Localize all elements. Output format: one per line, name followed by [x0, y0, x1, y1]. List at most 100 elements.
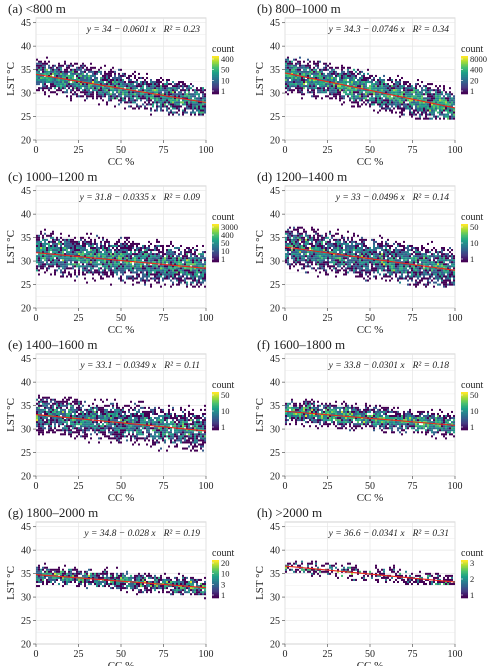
heatmap-cell [166, 99, 168, 101]
heatmap-cell [114, 251, 116, 253]
heatmap-cell [397, 83, 399, 85]
heatmap-cell [166, 278, 168, 280]
heatmap-cell [363, 81, 365, 83]
heatmap-cell [156, 101, 158, 103]
heatmap-cell [355, 249, 357, 251]
heatmap-cell [395, 83, 397, 85]
heatmap-cell [287, 251, 289, 253]
heatmap-cell [433, 269, 435, 271]
heatmap-cell [345, 91, 347, 93]
heatmap-cell [156, 97, 158, 99]
heatmap-cell [144, 251, 146, 253]
heatmap-cell [128, 278, 130, 280]
heatmap-cell [62, 239, 64, 241]
heatmap-cell [385, 103, 387, 105]
heatmap-cell [106, 93, 108, 95]
y-tick-label: 40 [21, 210, 31, 221]
heatmap-cell [427, 243, 429, 245]
heatmap-cell [355, 267, 357, 269]
heatmap-cell [44, 265, 46, 267]
heatmap-cell [40, 67, 42, 69]
heatmap-cell [134, 91, 136, 93]
heatmap-cell [98, 81, 100, 83]
heatmap-cell [383, 245, 385, 247]
heatmap-cell [142, 89, 144, 91]
heatmap-cell [409, 89, 411, 91]
heatmap-cell [116, 89, 118, 91]
heatmap-cell [120, 275, 122, 277]
heatmap-cell [383, 95, 385, 97]
heatmap-cell [68, 85, 70, 87]
heatmap-cell [367, 280, 369, 282]
heatmap-cell [449, 93, 451, 95]
heatmap-cell [120, 101, 122, 103]
heatmap-cell [343, 257, 345, 259]
heatmap-cell [182, 81, 184, 83]
heatmap-cell [188, 87, 190, 89]
heatmap-cell [50, 79, 52, 81]
heatmap-cell [399, 265, 401, 267]
heatmap-cell [415, 103, 417, 105]
heatmap-cell [188, 107, 190, 109]
heatmap-cell [66, 65, 68, 67]
heatmap-cell [198, 269, 200, 271]
heatmap-cell [84, 249, 86, 251]
heatmap-cell [64, 69, 66, 71]
heatmap-cell [309, 243, 311, 245]
heatmap-cell [377, 87, 379, 89]
heatmap-cell [94, 71, 96, 73]
heatmap-cell [349, 83, 351, 85]
heatmap-cell [114, 79, 116, 81]
heatmap-cell [124, 101, 126, 103]
heatmap-cell [72, 69, 74, 71]
heatmap-cell [186, 259, 188, 261]
heatmap-cell [38, 81, 40, 83]
heatmap-cell [403, 269, 405, 271]
heatmap-cell [315, 255, 317, 257]
heatmap-cell [94, 249, 96, 251]
heatmap-cell [52, 263, 54, 265]
heatmap-cell [415, 269, 417, 271]
heatmap-cell [351, 267, 353, 269]
heatmap-cell [168, 93, 170, 95]
heatmap-cell [166, 89, 168, 91]
heatmap-cell [327, 83, 329, 85]
heatmap-cell [150, 81, 152, 83]
heatmap-cell [162, 259, 164, 261]
heatmap-cell [72, 81, 74, 83]
heatmap-cell [389, 249, 391, 251]
heatmap-cell [451, 249, 453, 251]
heatmap-cell [144, 273, 146, 275]
heatmap-cell [407, 247, 409, 249]
heatmap-cell [140, 247, 142, 249]
heatmap-cell [76, 89, 78, 91]
heatmap-cell [86, 265, 88, 267]
heatmap-cell [118, 93, 120, 95]
heatmap-cell [393, 251, 395, 253]
heatmap-cell [48, 73, 50, 75]
heatmap-cell [76, 253, 78, 255]
heatmap-cell [122, 97, 124, 99]
heatmap-cell [36, 79, 38, 81]
heatmap-cell [397, 245, 399, 247]
heatmap-cell [375, 89, 377, 91]
heatmap-cell [303, 247, 305, 249]
heatmap-cell [415, 85, 417, 87]
heatmap-cell [160, 101, 162, 103]
heatmap-cell [76, 93, 78, 95]
x-tick-label: 0 [34, 145, 39, 156]
heatmap-cell [317, 235, 319, 237]
heatmap-cell [335, 257, 337, 259]
heatmap-cell [104, 79, 106, 81]
heatmap-cell [369, 253, 371, 255]
heatmap-cell [102, 89, 104, 91]
heatmap-cell [419, 267, 421, 269]
heatmap-cell [441, 255, 443, 257]
heatmap-cell [443, 95, 445, 97]
heatmap-cell [359, 89, 361, 91]
heatmap-cell [114, 71, 116, 73]
heatmap-cell [303, 229, 305, 231]
heatmap-cell [130, 249, 132, 251]
heatmap-cell [166, 275, 168, 277]
